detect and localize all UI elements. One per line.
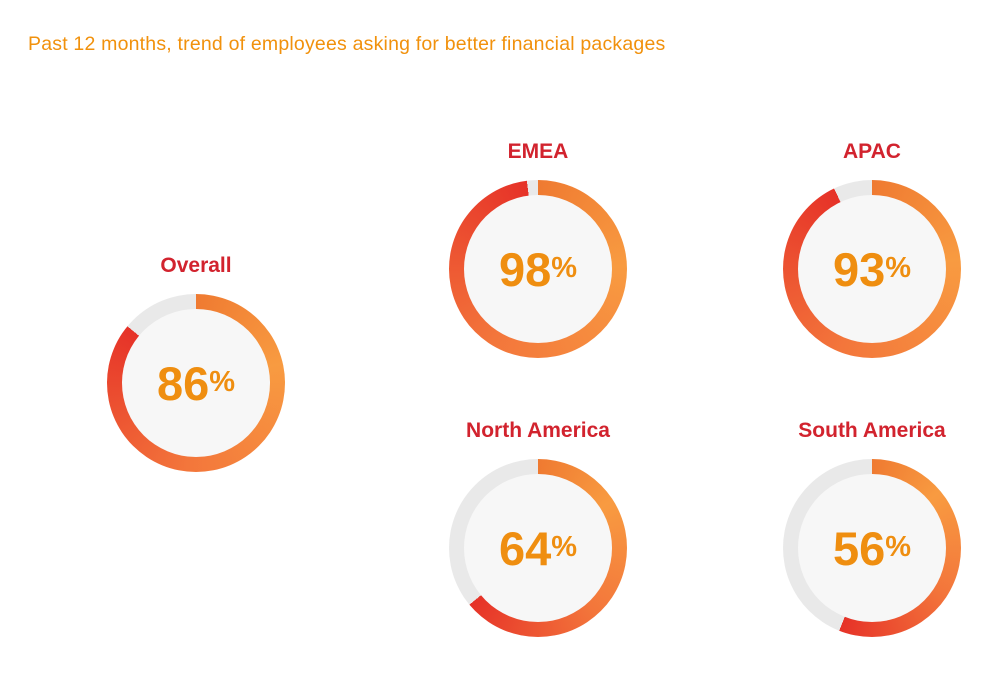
donut-chart-north-america: North America 64% — [449, 418, 627, 637]
donut-chart-overall: Overall 86% — [107, 253, 285, 472]
donut-ring-overall: 86% — [107, 294, 285, 472]
chart-label-south-america: South America — [798, 419, 946, 442]
donut-hole: 98% — [464, 195, 612, 343]
donut-hole: 56% — [798, 474, 946, 622]
donut-ring-south-america: 56% — [783, 459, 961, 637]
chart-label-emea: EMEA — [507, 140, 569, 163]
donut-value: 86% — [157, 360, 235, 407]
donut-ring-north-america: 64% — [449, 459, 627, 637]
donut-chart-apac: APAC 93% — [783, 139, 961, 358]
donut-value: 98% — [499, 246, 577, 293]
donut-chart-emea: EMEA 98% — [449, 139, 627, 358]
donut-value: 56% — [833, 525, 911, 572]
value-number: 56 — [832, 521, 886, 575]
donut-value: 64% — [499, 525, 577, 572]
value-number: 98 — [498, 242, 552, 296]
percent-sign: % — [209, 365, 236, 398]
page-title: Past 12 months, trend of employees askin… — [28, 33, 666, 55]
chart-label-north-america: North America — [466, 419, 610, 442]
donut-value: 93% — [833, 246, 911, 293]
donut-hole: 64% — [464, 474, 612, 622]
chart-label-apac: APAC — [843, 140, 901, 163]
donut-ring-emea: 98% — [449, 180, 627, 358]
donut-chart-south-america: South America 56% — [783, 418, 961, 637]
chart-label-overall: Overall — [160, 254, 232, 277]
value-number: 64 — [498, 521, 552, 575]
percent-sign: % — [885, 251, 912, 284]
donut-hole: 93% — [798, 195, 946, 343]
value-number: 86 — [156, 356, 210, 410]
percent-sign: % — [551, 530, 578, 563]
percent-sign: % — [551, 251, 578, 284]
donut-hole: 86% — [122, 309, 270, 457]
value-number: 93 — [832, 242, 886, 296]
percent-sign: % — [885, 530, 912, 563]
donut-ring-apac: 93% — [783, 180, 961, 358]
